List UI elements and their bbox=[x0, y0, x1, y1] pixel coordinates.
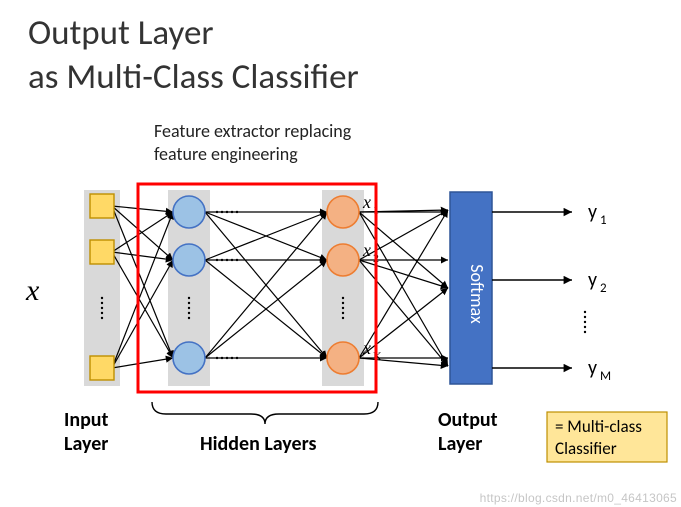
diagram-canvas: Output Layer as Multi-Class Classifier F… bbox=[0, 0, 681, 507]
svg-text:x: x bbox=[362, 338, 371, 358]
svg-text:x: x bbox=[362, 192, 371, 212]
svg-text:Classifier: Classifier bbox=[555, 438, 617, 459]
svg-text:= Multi-class: = Multi-class bbox=[555, 416, 642, 437]
svg-text:1: 1 bbox=[600, 213, 607, 228]
svg-text:y: y bbox=[588, 356, 597, 380]
svg-text:2: 2 bbox=[600, 281, 607, 296]
svg-text:Hidden Layers: Hidden Layers bbox=[200, 432, 316, 456]
svg-text:x: x bbox=[25, 274, 40, 307]
svg-text:Softmax: Softmax bbox=[466, 264, 488, 324]
svg-text:Output: Output bbox=[438, 408, 498, 432]
svg-text:Layer: Layer bbox=[438, 432, 482, 456]
svg-text:y: y bbox=[588, 200, 597, 224]
network-svg: x1x2xKSoftmaxy1y2yMxInputLayerHidden Lay… bbox=[0, 0, 681, 507]
svg-text:x: x bbox=[362, 240, 371, 260]
svg-text:Layer: Layer bbox=[64, 432, 108, 456]
svg-text:y: y bbox=[588, 268, 597, 292]
svg-text:M: M bbox=[600, 369, 611, 384]
watermark-text: https://blog.csdn.net/m0_46413065 bbox=[480, 491, 677, 505]
svg-text:Input: Input bbox=[64, 408, 109, 432]
